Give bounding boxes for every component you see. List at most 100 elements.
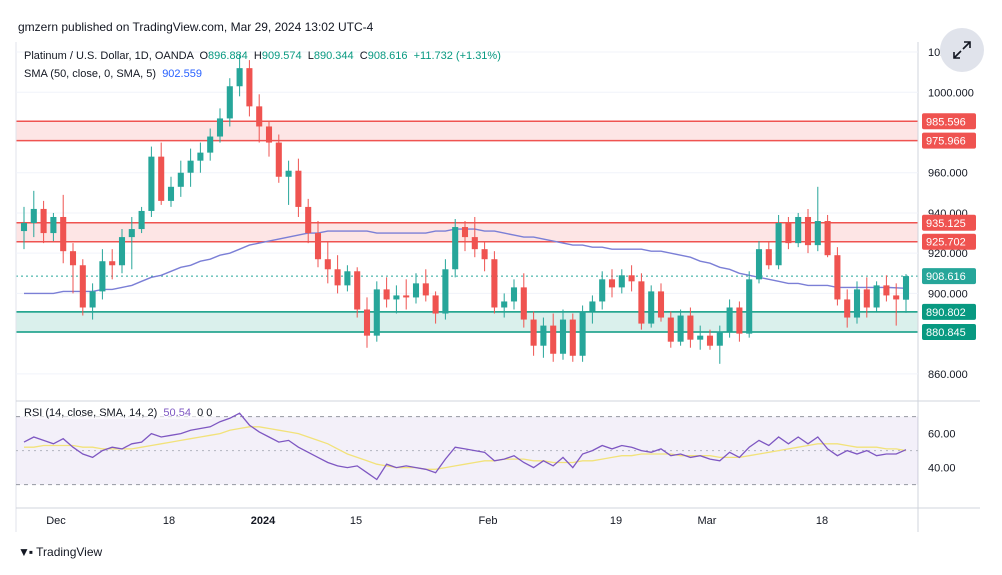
candle-body	[226, 86, 233, 119]
candle-body	[804, 216, 812, 246]
candle-body	[128, 229, 135, 238]
candle-body	[79, 265, 86, 308]
candle-body	[334, 269, 341, 286]
price-tick-label: 1000.000	[928, 87, 974, 99]
zone-price-label: 880.845	[926, 327, 966, 339]
candle-body	[491, 259, 498, 308]
candle-body	[344, 271, 351, 286]
candle-body	[148, 156, 155, 211]
candle-body	[530, 319, 537, 346]
price-axis-layer: 1020.0001000.000960.000940.000920.000900…	[922, 47, 976, 381]
tradingview-brand[interactable]: ▼▪ TradingView	[18, 545, 102, 559]
candle-body	[158, 156, 165, 201]
fullscreen-button[interactable]	[940, 28, 984, 72]
candle-body	[510, 287, 518, 302]
candle-body	[795, 216, 802, 244]
grid-layer	[15, 42, 980, 532]
publisher-line: gmzern published on TradingView.com, Mar…	[18, 20, 374, 34]
candle-body	[452, 227, 459, 270]
open-label: O	[199, 50, 209, 62]
candles-layer	[20, 54, 910, 364]
candle-body	[765, 249, 772, 266]
candle-body	[824, 221, 831, 256]
tradingview-logo-icon: ▼▪	[18, 545, 33, 559]
time-axis-layer: Dec 18 2024 15 Feb 19 Mar 18	[46, 515, 828, 527]
rsi-tick-label: 40.00	[928, 463, 956, 475]
candle-body	[432, 295, 439, 314]
candle-body	[785, 223, 792, 244]
price-tick-label: 920.000	[928, 248, 968, 260]
candle-body	[118, 237, 126, 266]
price-tick-label: 960.000	[928, 168, 968, 180]
candle-body	[569, 319, 576, 356]
zone-label-bg	[922, 132, 976, 149]
candle-body	[99, 261, 106, 292]
candle-body	[599, 279, 606, 302]
candle-body	[520, 287, 527, 320]
candle-body	[285, 170, 292, 177]
candle-body	[667, 317, 674, 342]
brand-label: TradingView	[36, 545, 103, 559]
last-price-label: 908.616	[926, 271, 966, 283]
rsi-tick-label: 60.00	[928, 429, 956, 441]
time-tick-label: 19	[610, 515, 622, 527]
candle-body	[853, 289, 861, 318]
candle-body	[314, 233, 322, 260]
candle-body	[403, 295, 410, 298]
candle-body	[579, 311, 586, 356]
last-price-label-bg	[922, 268, 976, 285]
candle-body	[559, 319, 567, 354]
candle-body	[608, 279, 616, 288]
candle-body	[726, 307, 733, 332]
candle-body	[383, 289, 390, 300]
candle-body	[540, 325, 547, 346]
candle-body	[363, 309, 371, 336]
sma-label: SMA (50, close, 0, SMA, 5)	[24, 68, 157, 80]
time-tick-label: 15	[350, 515, 362, 527]
expand-icon	[953, 41, 971, 59]
candle-body	[442, 269, 449, 314]
candle-body	[775, 223, 782, 266]
candle-body	[422, 283, 429, 296]
candle-body	[412, 283, 420, 298]
candle-body	[814, 221, 821, 246]
time-tick-label: 18	[163, 515, 175, 527]
candle-body	[40, 208, 47, 234]
candle-body	[20, 223, 28, 232]
candle-body	[187, 160, 194, 173]
candle-body	[550, 325, 557, 354]
low-label: L	[307, 50, 314, 62]
candle-body	[265, 126, 273, 143]
candle-body	[883, 285, 890, 296]
candle-body	[324, 259, 331, 270]
candle-body	[373, 289, 380, 336]
candle-body	[216, 118, 224, 137]
candle-body	[30, 208, 37, 224]
candle-body	[863, 289, 870, 308]
candle-body	[138, 210, 145, 230]
candle-body	[305, 206, 312, 234]
low-value: 890.344	[313, 50, 354, 62]
candle-body	[697, 335, 704, 340]
symbol-label: Platinum / U.S. Dollar, 1D, OANDA	[24, 50, 194, 62]
zone-label-bg	[922, 303, 976, 320]
candle-body	[638, 281, 645, 324]
candle-body	[648, 291, 655, 324]
candle-body	[109, 261, 116, 266]
sma-legend: SMA (50, close, 0, SMA, 5) 902.559	[24, 68, 202, 80]
rsi-legend: RSI (14, close, SMA, 14, 2) 50.54 0 0	[24, 407, 213, 419]
change-value: +11.732 (+1.31%)	[413, 50, 501, 62]
candle-body	[197, 152, 204, 161]
candle-body	[902, 276, 910, 300]
rsi-value: 50.54	[163, 407, 191, 419]
zone-price-label: 975.966	[926, 136, 966, 148]
candle-body	[236, 68, 243, 87]
zone-price-label: 890.802	[926, 307, 966, 319]
candle-body	[736, 307, 743, 334]
rsi-label: RSI (14, close, SMA, 14, 2)	[24, 407, 158, 419]
rsi-extra: 0 0	[197, 407, 213, 419]
time-tick-label: Mar	[698, 515, 717, 527]
candle-body	[746, 279, 753, 334]
time-tick-label: Feb	[479, 515, 498, 527]
